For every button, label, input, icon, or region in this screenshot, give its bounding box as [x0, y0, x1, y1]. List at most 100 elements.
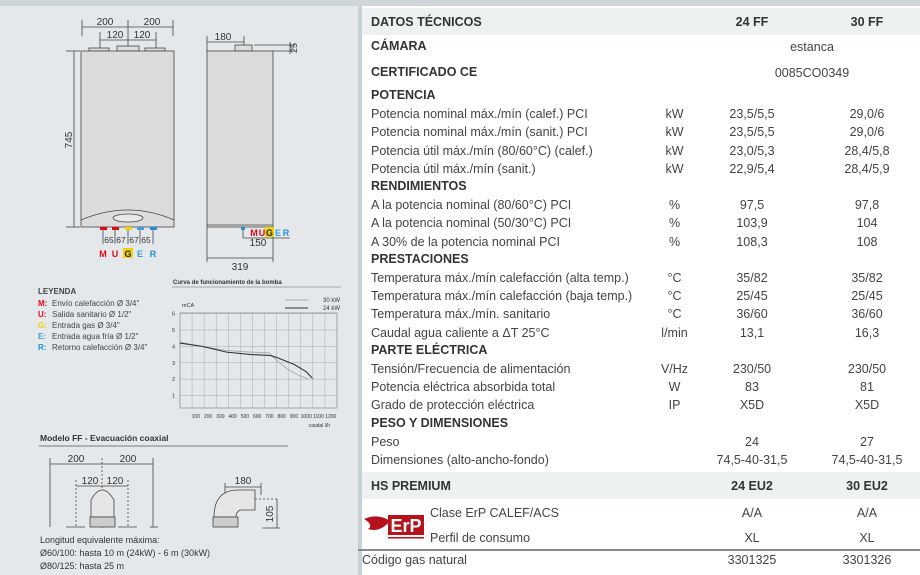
value-24ff: 103,9 [736, 216, 768, 231]
certificado-value: 0085CO0349 [774, 66, 850, 80]
legend-code: G: [38, 321, 47, 330]
value-24ff: 230/50 [732, 362, 772, 376]
y-tick-label: 6 [172, 312, 175, 318]
flue-note: Ø60/100: hasta 10 m (24kW) - 6 m (30kW) [40, 548, 211, 558]
camara-value: estanca [790, 40, 834, 54]
svg-text:ErP: ErP [390, 516, 421, 536]
value-24ff: 25/45 [736, 289, 768, 304]
flue-dim-200-left: 200 [68, 454, 85, 465]
value-30ff: 108 [856, 234, 878, 249]
front-view [66, 20, 175, 244]
value-30ff: 16,3 [854, 325, 880, 340]
flue-dim-120-left: 120 [82, 476, 99, 487]
dim-65: 65 [104, 235, 114, 245]
row-unit: % [668, 198, 681, 213]
table-row: Dimensiones (alto-ancho-fondo) 74,5-40-31… [362, 452, 920, 470]
value-24ff: 13,1 [739, 325, 765, 340]
legend-text: Salida sanitario Ø 1/2" [52, 310, 132, 319]
table-row: A la potencia nominal (50/30°C) PCI% 103,… [362, 215, 920, 233]
x-tick-label: 800 [278, 414, 287, 420]
plot-area [179, 312, 338, 409]
elbow-dim-105: 105 [265, 505, 276, 522]
codigo-row: Código gas natural 3301325 3301326 [362, 552, 920, 570]
side-label-g: G [266, 228, 273, 238]
row-label: Potencia útil máx./mín (80/60°C) (calef.… [371, 143, 593, 158]
label-m: M [99, 249, 107, 259]
side-label-r: R [283, 228, 290, 238]
value-24ff: 83 [745, 380, 759, 395]
x-tick-label: 700 [265, 414, 274, 420]
flue-note: Ø80/125: hasta 25 m [40, 561, 125, 571]
value-24ff: 22,9/5,4 [729, 161, 775, 176]
erp-row: Clase ErP CALEF/ACS A/A A/A [362, 505, 920, 523]
erp-value-24: XL [744, 531, 760, 545]
table-row: Peso 24 27 [362, 434, 920, 452]
series-line [179, 341, 309, 380]
label-u: U [112, 249, 119, 259]
camara-label: CÁMARA [371, 39, 427, 53]
column-30ff: 30 FF [850, 15, 884, 29]
value-30ff: 28,4/5,9 [844, 161, 890, 176]
value-24ff: 23,0/5,3 [729, 143, 775, 158]
erp-label: Clase ErP CALEF/ACS [430, 506, 559, 520]
row-label: A la potencia nominal (80/60°C) PCI [371, 198, 572, 213]
pump-chart: 1 2 3 4 5 6 100 200 300 400 500 600 700 800 900 1000 110… [172, 298, 340, 420]
table-row: Potencia nominal máx./mín (calef.) PCI kW… [362, 106, 920, 124]
y-tick-label: 2 [172, 377, 175, 383]
label-r: R [150, 249, 157, 259]
dim-120-right: 120 [134, 30, 151, 41]
value-30ff: 35/82 [851, 271, 883, 285]
codigo-value-24: 3301325 [727, 553, 777, 567]
certificado-label: CERTIFICADO CE [371, 65, 478, 79]
row-label: Potencia nominal máx./mín (calef.) PCI [371, 107, 588, 122]
x-tick-label: 900 [290, 414, 299, 420]
row-label: Tensión/Frecuencia de alimentación [371, 362, 571, 376]
dim-120-left: 120 [107, 30, 124, 41]
leaf-icon: ErP [364, 515, 424, 539]
row-label: Potencia útil máx./mín (sanit.) [371, 161, 536, 176]
table-row: A 30% de la potencia nominal PCI% 108,3 10… [362, 234, 920, 252]
table-row: Temperatura máx./mín calefacción (alta t… [362, 270, 920, 288]
row-label: Temperatura máx./mín calefacción (alta t… [371, 271, 629, 285]
y-axis-label: mCA [182, 303, 195, 309]
x-tick-label: 300 [216, 414, 225, 420]
legend-code: R: [38, 343, 47, 352]
value-30ff: 230/50 [847, 362, 887, 376]
table-row: Tensión/Frecuencia de alimentación V/Hz 23… [362, 361, 920, 379]
value-30ff: 29,0/6 [849, 125, 885, 140]
section-title: PESO Y DIMENSIONES [371, 415, 509, 430]
dim-200-left: 200 [97, 17, 114, 28]
legend-title: LEYENDA [38, 287, 77, 296]
erp-value-30: XL [859, 531, 875, 545]
row-unit: % [668, 216, 681, 231]
dim-150: 150 [250, 238, 267, 249]
left-panel: 200 200 120 120 745 65 67 67 65 M U G E … [0, 6, 358, 575]
dim-200-right: 200 [144, 17, 161, 28]
technical-drawing: 200 200 120 120 745 65 67 67 65 M U G E … [39, 17, 341, 530]
codigo-label: Código gas natural [362, 553, 467, 567]
legend-item: E: Entrada agua fría Ø 1/2" [38, 332, 138, 341]
series-line [179, 342, 313, 379]
table-row: Caudal agua caliente a ΔT 25°C l/min 13,1 1… [362, 325, 920, 343]
row-unit: °C [667, 307, 682, 322]
table-row: Potencia eléctrica absorbida total W 83 81 [362, 379, 920, 397]
table-row: Potencia útil máx./mín (80/60°C) (calef.… [362, 143, 920, 161]
legend-code: U: [38, 310, 47, 319]
row-unit: W [668, 380, 681, 395]
legend-text: Entrada gas Ø 3/4" [52, 321, 120, 330]
row-unit: °C [667, 271, 682, 285]
separator [358, 549, 920, 551]
erp-label: Perfil de consumo [430, 531, 531, 545]
value-30ff: 104 [856, 216, 878, 231]
x-tick-label: 1000 [301, 414, 312, 420]
hs-title: HS PREMIUM [371, 479, 451, 493]
x-tick-label: 100 [192, 414, 201, 420]
legend-code: E: [38, 332, 46, 341]
row-unit: kW [665, 107, 684, 122]
x-axis-label: caudal l/h [309, 423, 331, 429]
elbow-dim-180: 180 [235, 476, 252, 487]
chart-title: Curva de funcionamiento de la bomba [173, 280, 282, 286]
row-unit: kW [665, 161, 684, 176]
row-label: Temperatura máx./mín. sanitario [371, 307, 551, 322]
hs-header: HS PREMIUM 24 EU2 30 EU2 [362, 472, 920, 499]
